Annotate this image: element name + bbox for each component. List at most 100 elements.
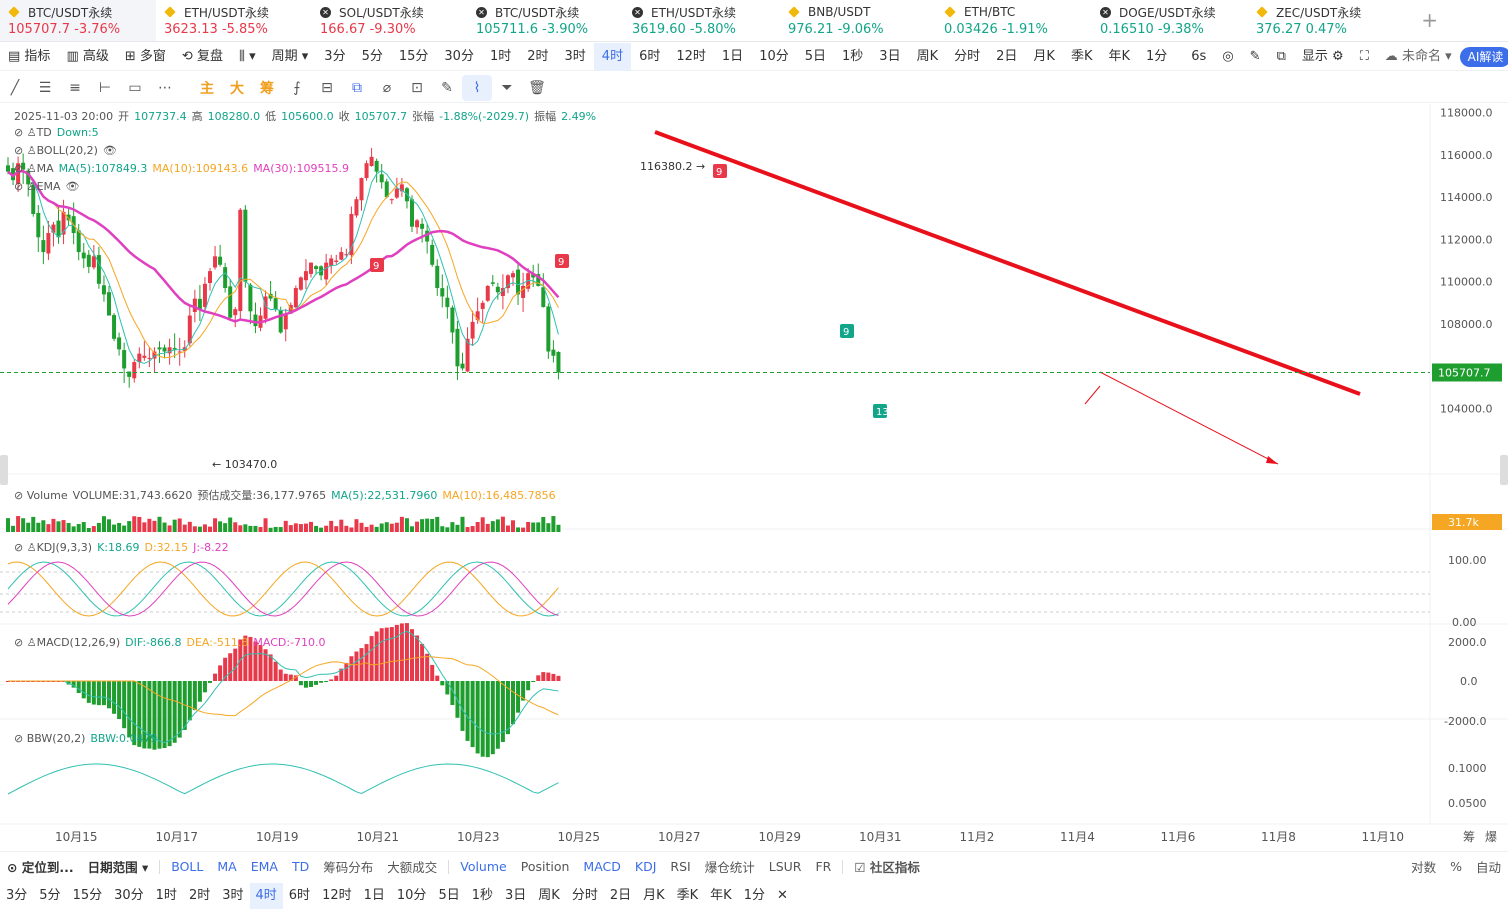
popout-icon[interactable]: ⧉	[1276, 48, 1286, 64]
bottom-period-option[interactable]: 4时	[249, 882, 283, 909]
more-tool-icon[interactable]: ⋯	[158, 79, 172, 96]
period-option[interactable]: 1日	[721, 48, 744, 64]
bottom-period-option[interactable]: 周K	[538, 887, 560, 903]
auto-scale-toggle[interactable]: 自动	[1475, 860, 1501, 875]
filter-icon[interactable]: ⏷	[501, 79, 513, 96]
bottom-period-option[interactable]: 季K	[676, 887, 699, 903]
period-option[interactable]: 5分	[361, 48, 383, 64]
fullscreen-icon[interactable]: ⛶	[1359, 48, 1369, 64]
period-option[interactable]: 3时	[564, 48, 586, 64]
bottom-period-option[interactable]: 年K	[710, 887, 732, 903]
bottom-period-option[interactable]: 10分	[396, 887, 427, 903]
bottom-period-option[interactable]: 5分	[39, 887, 61, 903]
ruler-icon[interactable]: ⊟	[321, 79, 333, 96]
right-panel-handle[interactable]	[1500, 455, 1508, 485]
ray-tool-icon[interactable]: ⊢	[98, 79, 112, 96]
layout-name-dropdown[interactable]: ☁ 未命名 ▾	[1384, 48, 1452, 64]
period-option[interactable]: 3分	[324, 48, 346, 64]
ticker-tab[interactable]: BTC/USDT永续 105707.7 -3.76%	[0, 0, 156, 41]
period-option[interactable]: 1分	[1146, 48, 1168, 64]
log-scale-toggle[interactable]: 对数	[1411, 860, 1437, 875]
replay-button[interactable]: ⟲ 复盘	[181, 48, 223, 64]
multi-window-button[interactable]: ⊞ 多窗	[124, 48, 166, 64]
add-ticker-button[interactable]: +	[1421, 8, 1438, 32]
chip-button[interactable]: 筹	[260, 80, 274, 97]
liquidation-indicator[interactable]: 爆仓统计	[704, 860, 755, 875]
ticker-tab[interactable]: ✕ DOGE/USDT永续 0.16510 -9.38%	[1092, 0, 1248, 41]
period-option[interactable]: 15分	[398, 48, 429, 64]
ticker-tab[interactable]: ✕ ETH/USDT永续 3619.60 -5.80%	[624, 0, 780, 41]
bottom-period-option[interactable]: 5日	[438, 887, 460, 903]
hline-tool-icon[interactable]: ☰	[38, 79, 52, 96]
bottom-period-option[interactable]: 15分	[72, 887, 103, 903]
parallel-tool-icon[interactable]: ≡	[69, 79, 81, 96]
position-indicator[interactable]: Position	[520, 859, 570, 874]
big-trade-indicator[interactable]: 大额成交	[387, 860, 438, 875]
period-option[interactable]: 季K	[1070, 48, 1093, 64]
volume-indicator[interactable]: Volume	[460, 859, 507, 874]
rect-tool-icon[interactable]: ▭	[128, 79, 142, 96]
bottom-period-option[interactable]: 分时	[571, 887, 598, 903]
display-button[interactable]: 显示 ⚙	[1301, 48, 1344, 64]
chart-canvas[interactable]: 118000.0 116000.0 114000.0 112000.0 110000.0…	[0, 104, 1508, 850]
close-icon[interactable]: ✕	[776, 887, 788, 903]
period-option[interactable]: 2日	[996, 48, 1018, 64]
macd-indicator[interactable]: MACD	[583, 859, 621, 874]
period-option[interactable]: 1时	[489, 48, 512, 64]
left-panel-handle[interactable]	[0, 455, 8, 485]
lock-icon[interactable]: ⊡	[411, 79, 423, 96]
ticker-tab[interactable]: ✕ SOL/USDT永续 166.67 -9.30%	[312, 0, 468, 41]
bottom-period-option[interactable]: 3分	[6, 887, 28, 903]
fr-indicator[interactable]: FR	[815, 859, 832, 874]
period-option[interactable]: 4时	[593, 42, 632, 71]
period-option[interactable]: 年K	[1108, 48, 1130, 64]
td-indicator[interactable]: TD	[291, 859, 310, 874]
bottom-period-option[interactable]: 30分	[114, 887, 144, 903]
bottom-period-option[interactable]: 12时	[322, 887, 352, 903]
period-option[interactable]: 30分	[444, 48, 474, 64]
period-option[interactable]: 周K	[916, 48, 939, 64]
percent-scale-toggle[interactable]: %	[1450, 859, 1462, 874]
rsi-indicator[interactable]: RSI	[670, 859, 691, 874]
chip-dist-indicator[interactable]: 筹码分布	[323, 860, 374, 875]
trash-icon[interactable]: 🗑	[528, 79, 546, 96]
ticker-tab[interactable]: ETH/BTC 0.03426 -1.91%	[936, 0, 1092, 41]
chart-area[interactable]: 118000.0 116000.0 114000.0 112000.0 110000.0…	[0, 104, 1508, 850]
period-option[interactable]: 12时	[676, 48, 706, 64]
indicators-button[interactable]: ▤ 指标	[8, 48, 51, 64]
pin-icon[interactable]: ⌀	[382, 79, 392, 96]
bottom-period-option[interactable]: 1秒	[471, 887, 493, 903]
bottom-period-option[interactable]: 6时	[288, 887, 311, 903]
ma-indicator[interactable]: MA	[217, 859, 237, 874]
date-range-dropdown[interactable]: 日期范围 ▾	[87, 860, 149, 875]
edit-icon[interactable]: ✎	[1249, 48, 1261, 64]
period-option[interactable]: 月K	[1033, 48, 1055, 64]
bottom-period-option[interactable]: 1分	[743, 887, 765, 903]
bottom-period-option[interactable]: 2日	[609, 887, 632, 903]
bottom-period-option[interactable]: 2时	[188, 887, 211, 903]
big-order-button[interactable]: 大	[230, 80, 244, 97]
advanced-button[interactable]: ▥ 高级	[66, 48, 109, 64]
ema-indicator[interactable]: EMA	[250, 859, 278, 874]
kdj-indicator[interactable]: KDJ	[634, 859, 657, 874]
period-dropdown[interactable]: 周期 ▾	[271, 48, 309, 64]
main-force-button[interactable]: 主	[200, 80, 214, 97]
community-indicator-button[interactable]: ☑ 社区指标	[854, 860, 920, 875]
chart-type-button[interactable]: ⫼ ▾	[238, 48, 256, 64]
refresh-interval[interactable]: 6s	[1191, 48, 1207, 64]
bottom-period-option[interactable]: 月K	[643, 887, 665, 903]
period-option[interactable]: 2时	[527, 48, 549, 64]
ticker-tab[interactable]: ✕ BTC/USDT永续 105711.6 -3.90%	[468, 0, 624, 41]
magnet-icon[interactable]: ⌇	[462, 74, 492, 101]
bottom-period-option[interactable]: 3日	[505, 887, 527, 903]
boll-indicator[interactable]: BOLL	[171, 859, 204, 874]
ticker-tab[interactable]: ZEC/USDT永续 376.27 0.47%	[1248, 0, 1404, 41]
copy-icon[interactable]: ⧉	[352, 79, 362, 96]
period-option[interactable]: 10分	[759, 48, 789, 64]
ticker-tab[interactable]: ETH/USDT永续 3623.13 -5.85%	[156, 0, 312, 41]
lsur-indicator[interactable]: LSUR	[768, 859, 802, 874]
period-option[interactable]: 3日	[879, 48, 901, 64]
formula-icon[interactable]: ⨍	[293, 79, 301, 96]
ai-interpret-button[interactable]: AI解读	[1459, 46, 1508, 67]
bottom-period-option[interactable]: 1日	[363, 887, 385, 903]
